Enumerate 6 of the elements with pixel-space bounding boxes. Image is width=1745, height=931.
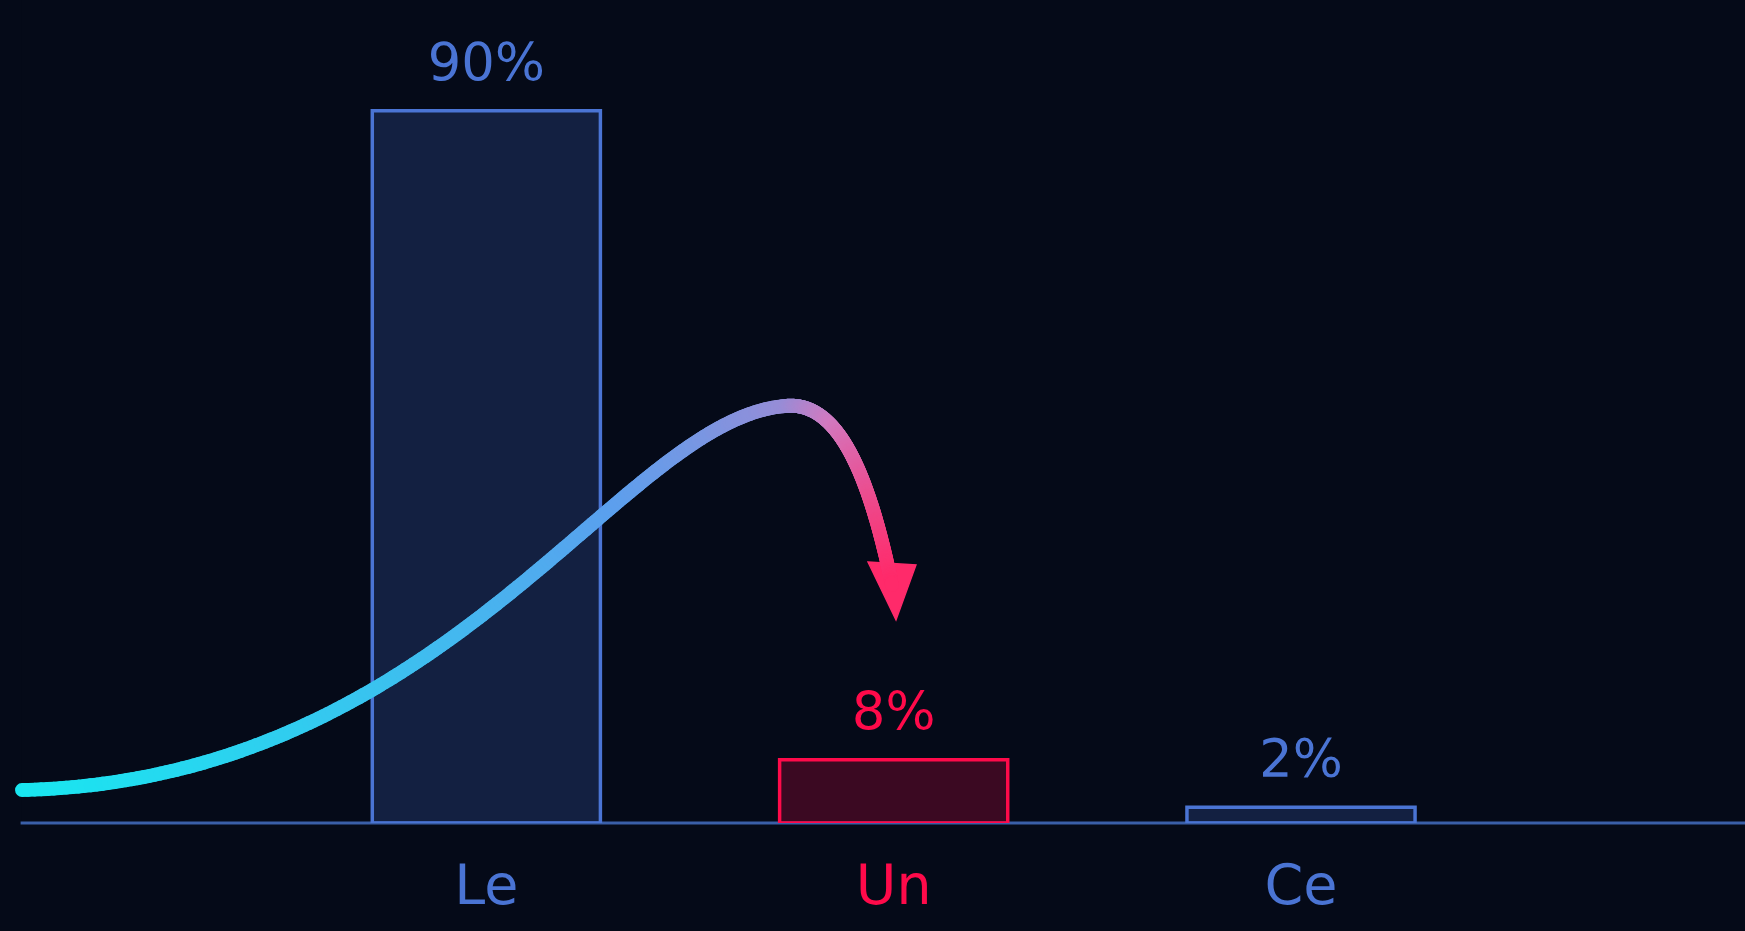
x-tick-label: Un [860,863,927,905]
x-tick-label: Ce [1267,862,1335,905]
data-label: 2% [1263,737,1340,778]
data-label: 90% [431,41,543,82]
data-label: 8% [855,690,933,731]
x-tick-label: Le [459,863,516,905]
